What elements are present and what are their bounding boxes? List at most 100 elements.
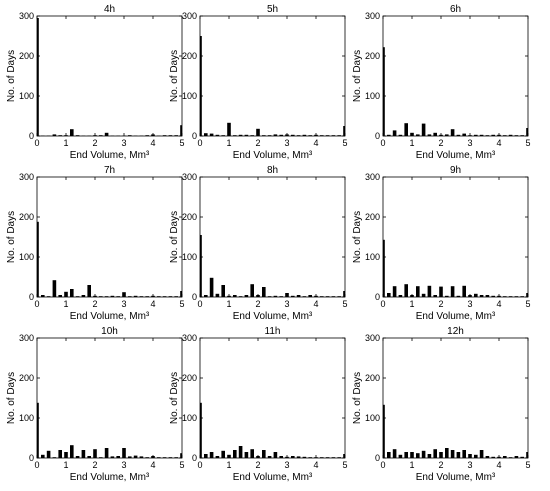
- y-tick-label: 0: [375, 292, 380, 302]
- x-tick-label: 1: [63, 138, 68, 148]
- histogram-bar: [110, 456, 115, 458]
- histogram-bar: [343, 454, 345, 458]
- histogram-bar: [392, 130, 397, 136]
- x-tick-label: 2: [92, 299, 97, 309]
- histogram-bar: [233, 450, 237, 458]
- y-tick-label: 300: [182, 172, 197, 182]
- plot-frame: [382, 15, 529, 137]
- histogram-bar: [462, 285, 466, 297]
- x-tick-label: 4: [313, 460, 318, 470]
- histogram-bar: [238, 446, 243, 458]
- x-tick-label: 2: [92, 460, 97, 470]
- panel-title: 10h: [101, 326, 118, 337]
- x-tick-label: 1: [409, 299, 414, 309]
- x-tick-label: 4: [313, 138, 318, 148]
- histogram-bar: [244, 295, 249, 297]
- x-tick-label: 4: [496, 138, 501, 148]
- y-tick-label: 200: [365, 373, 380, 383]
- panel-title: 6h: [450, 4, 461, 15]
- x-tick-label: 0: [380, 299, 385, 309]
- histogram-bar: [215, 456, 220, 458]
- histogram-bar: [133, 295, 138, 297]
- x-tick-label: 5: [342, 138, 347, 148]
- histogram-bar: [474, 454, 478, 458]
- histogram-bar: [445, 134, 449, 136]
- histogram-bar: [87, 456, 91, 458]
- histogram-bar: [398, 295, 403, 297]
- histogram-bar: [256, 128, 260, 136]
- x-tick-label: 1: [226, 299, 231, 309]
- histogram-bar: [439, 286, 443, 297]
- y-tick-label: 100: [182, 91, 197, 101]
- x-tick-label: 5: [525, 460, 530, 470]
- histogram-bar: [456, 295, 461, 297]
- histogram-bar: [233, 295, 237, 297]
- histogram-bar: [93, 449, 97, 458]
- panel-10h: 0 1 2 3 4 5 0 100 200 300 10h End Volume, Mm³ No. of…: [6, 326, 185, 483]
- histogram-bar: [508, 134, 513, 136]
- x-tick-label: 1: [226, 138, 231, 148]
- y-tick-label: 100: [19, 91, 34, 101]
- plot-frame: [382, 176, 529, 298]
- histogram-bar: [383, 239, 385, 297]
- x-tick-label: 4: [496, 460, 501, 470]
- histogram-bar: [479, 295, 484, 297]
- panel-9h: 0 1 2 3 4 5 0 100 200 300 9h End Volume, Mm³ No. of …: [352, 165, 531, 322]
- y-tick-label: 300: [182, 11, 197, 21]
- x-tick-label: 1: [63, 460, 68, 470]
- histogram-bar: [209, 452, 214, 458]
- histogram-bar: [221, 450, 225, 458]
- y-tick-label: 100: [182, 252, 197, 262]
- y-tick-label: 0: [29, 131, 34, 141]
- panel-title: 4h: [104, 4, 115, 15]
- y-axis-label: No. of Days: [169, 372, 180, 424]
- histogram-bar: [427, 134, 432, 136]
- histogram-bar: [180, 291, 182, 297]
- y-tick-label: 200: [182, 373, 197, 383]
- y-tick-label: 200: [19, 51, 34, 61]
- histogram-bar: [273, 134, 278, 136]
- x-tick-label: 2: [255, 138, 260, 148]
- histogram-bar: [445, 295, 449, 297]
- y-tick-label: 100: [365, 413, 380, 423]
- histogram-bar: [209, 277, 214, 297]
- panel-title: 8h: [267, 165, 278, 176]
- y-tick-label: 0: [192, 131, 197, 141]
- histogram-bar: [427, 454, 432, 458]
- histogram-bar: [70, 129, 74, 136]
- y-tick-label: 100: [365, 252, 380, 262]
- plot-frame: [36, 15, 183, 137]
- x-tick-label: 5: [179, 299, 184, 309]
- histogram-bar: [485, 295, 490, 297]
- y-tick-label: 200: [19, 373, 34, 383]
- x-tick-label: 0: [197, 138, 202, 148]
- histogram-bar: [209, 133, 214, 136]
- y-axis-label: No. of Days: [6, 211, 17, 263]
- y-tick-label: 0: [29, 292, 34, 302]
- histogram-bar: [450, 450, 455, 458]
- x-tick-label: 5: [525, 299, 530, 309]
- histogram-bar: [383, 404, 385, 458]
- histogram-bar: [75, 456, 80, 458]
- y-tick-label: 200: [182, 212, 197, 222]
- histogram-bar: [46, 450, 51, 458]
- y-tick-label: 100: [365, 91, 380, 101]
- panel-12h: 0 1 2 3 4 5 0 100 200 300 12h End Volume, Mm³ No. of…: [352, 326, 531, 483]
- y-tick-label: 300: [182, 333, 197, 343]
- panel-4h: 0 1 2 3 4 5 0 100 200 300 4h End Volume, Mm³ No. of …: [6, 4, 185, 161]
- y-axis-label: No. of Days: [169, 211, 180, 263]
- histogram-bar: [479, 450, 484, 458]
- histogram-bar: [200, 36, 202, 136]
- plot-frame: [199, 337, 346, 459]
- x-tick-label: 2: [255, 299, 260, 309]
- histogram-bar: [520, 456, 524, 458]
- plot-frame: [36, 337, 183, 459]
- x-tick-label: 0: [197, 460, 202, 470]
- histogram-bar: [404, 284, 408, 297]
- histogram-bar: [404, 452, 408, 458]
- x-tick-label: 4: [150, 299, 155, 309]
- y-tick-label: 200: [19, 212, 34, 222]
